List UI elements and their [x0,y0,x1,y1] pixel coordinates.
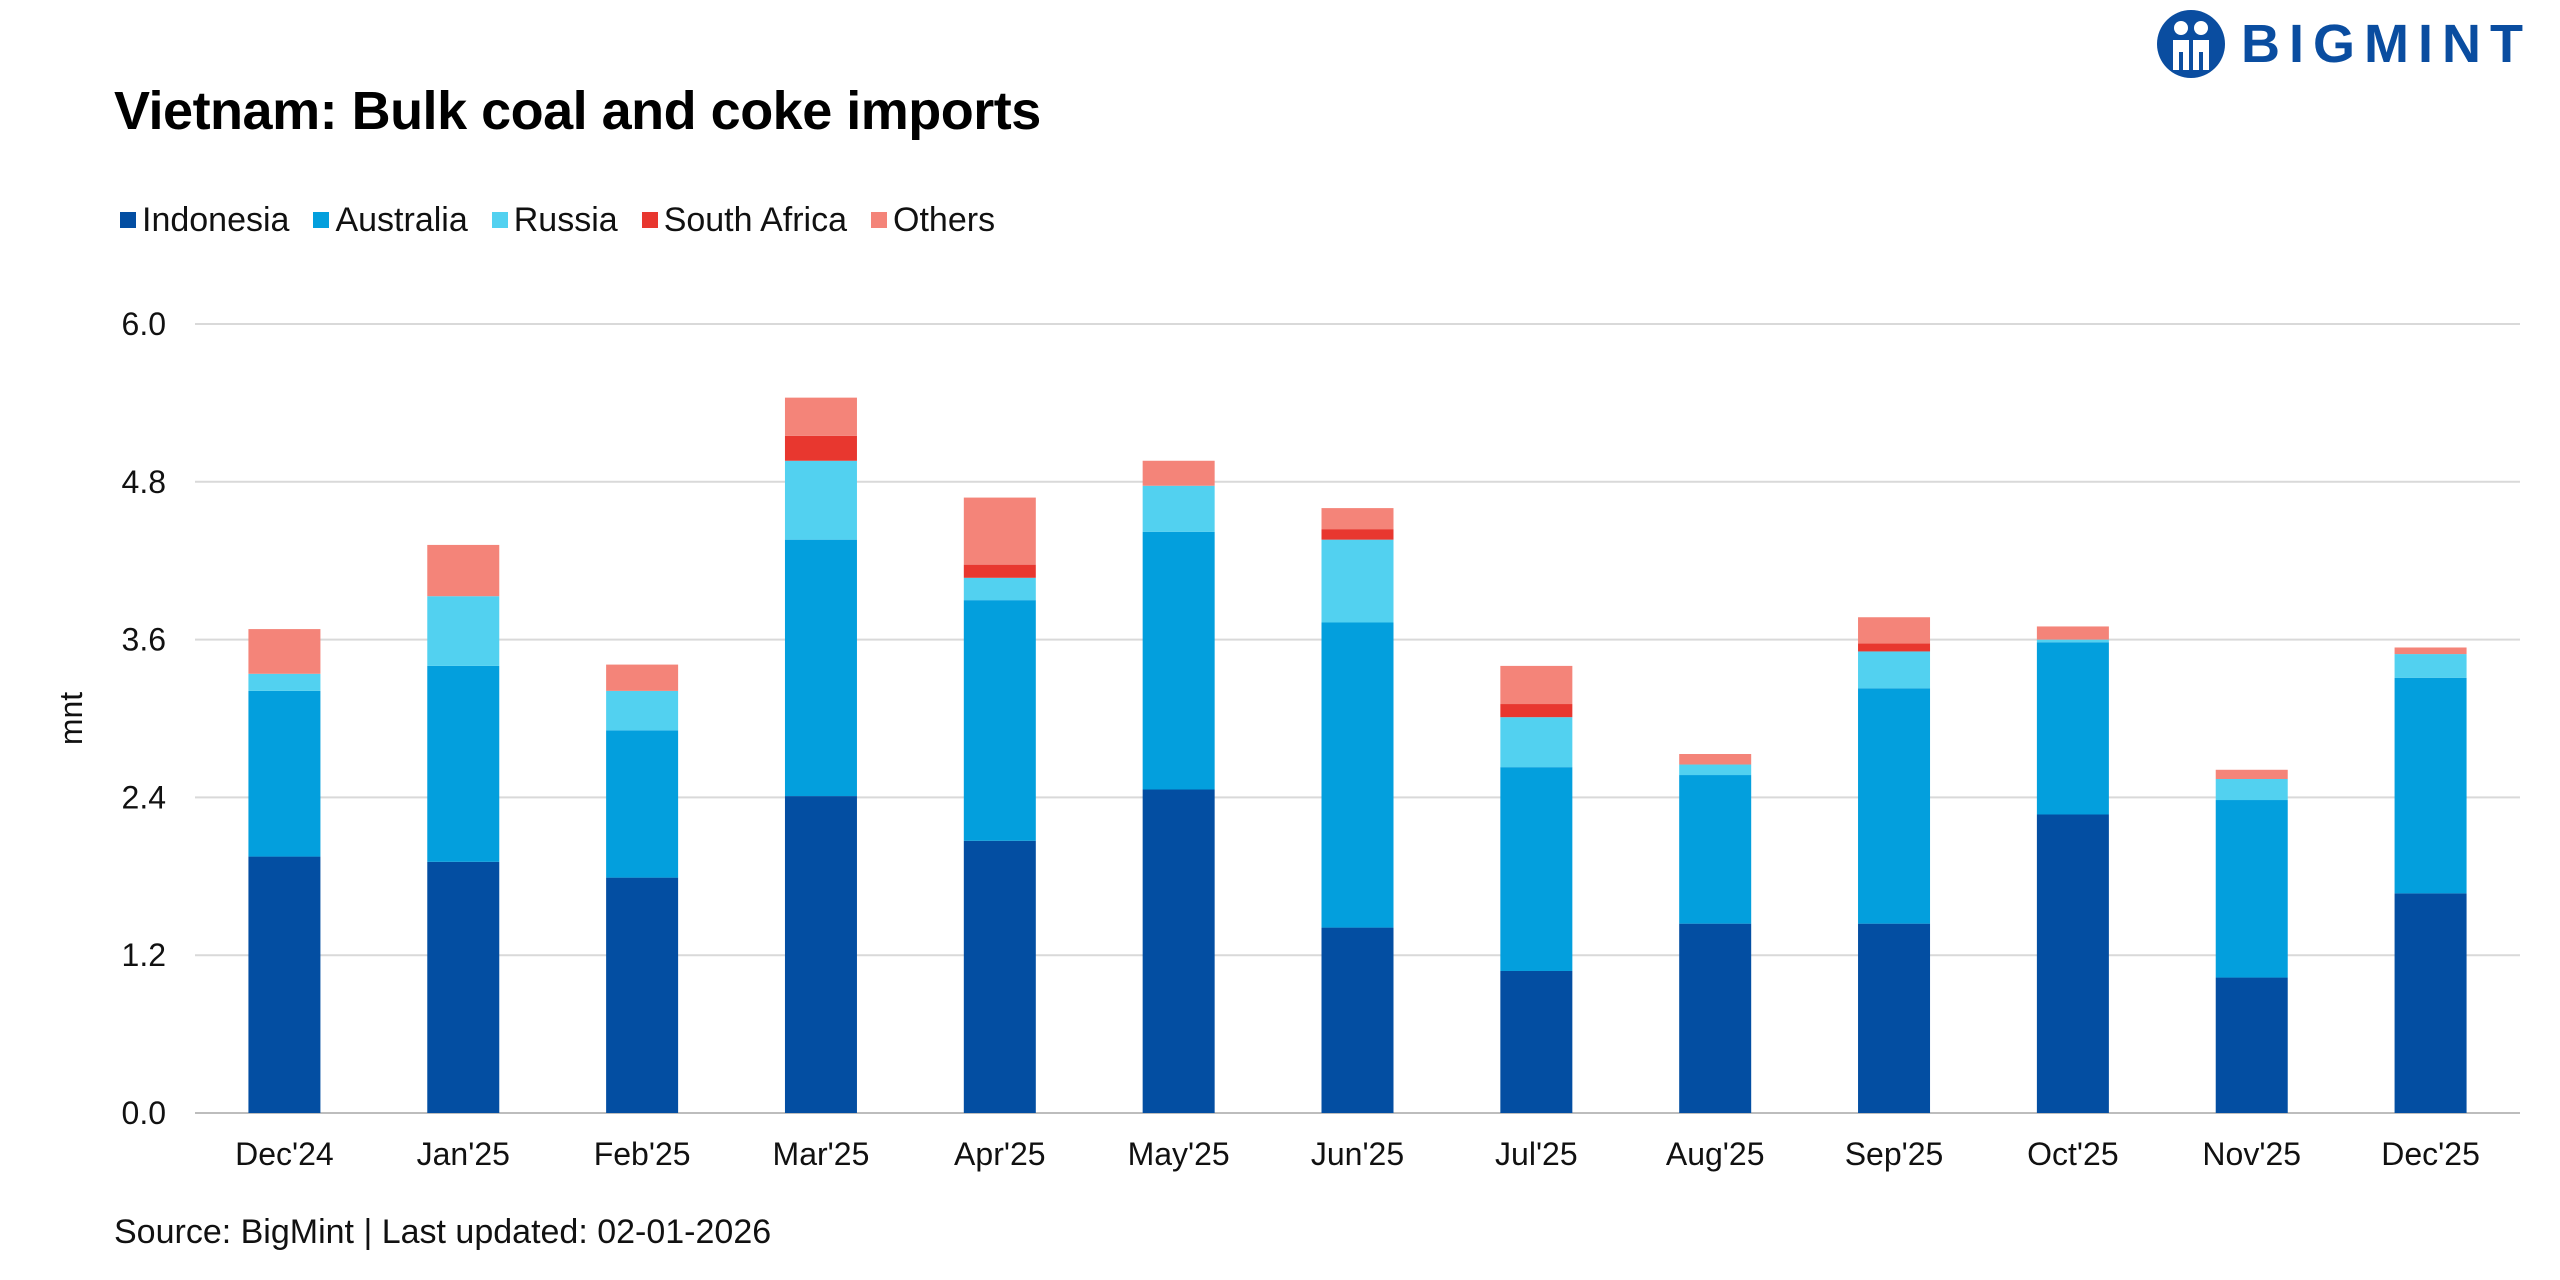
bar-segment-australia [427,665,500,862]
bar-segment-australia [606,730,679,878]
y-tick-label: 4.8 [122,464,166,500]
x-tick-label: May'25 [1128,1136,1230,1172]
y-tick-label: 1.2 [122,937,166,973]
bar-segment-russia [1142,485,1215,532]
bar-segment-australia [1142,531,1215,790]
bar-segment-others [248,629,321,674]
bar-segment-australia [2394,677,2467,894]
bar-segment-south-africa [963,564,1036,578]
bar-segment-others [2036,626,2109,640]
bar-segment-australia [1500,767,1573,971]
x-tick-label: Sep'25 [1845,1136,1944,1172]
bar-segment-russia [2394,654,2467,678]
bar-segment-others [1321,508,1394,530]
stacked-bar-chart: 0.0 1.2 2.4 3.6 4.8 6.0 mnt Dec'24 Jan'25 Feb'25 M… [53,306,2520,1172]
y-tick-label: 3.6 [122,622,166,658]
bar-segment-indonesia [2394,893,2467,1113]
legend-swatch [871,212,888,228]
bar-segment-others [963,497,1036,565]
bar-segment-indonesia [2036,814,2109,1113]
bar-segment-indonesia [963,840,1036,1113]
bar-segment-australia [1679,775,1752,924]
x-tick-label: Feb'25 [594,1136,691,1172]
bar-segment-others [606,664,679,691]
bar-segment-russia [2036,639,2109,643]
bar-segment-indonesia [2215,977,2288,1113]
chart-legend: Indonesia Australia Russia South Africa Othe… [120,200,1019,240]
legend-swatch [641,212,658,228]
legend-item: Australia [313,200,468,240]
bar-segment-indonesia [606,877,679,1113]
legend-label: Indonesia [142,200,290,239]
x-tick-label: Dec'24 [235,1136,334,1172]
bar-segment-others [2215,769,2288,779]
bar-segment-australia [248,690,321,857]
legend-label: Russia [513,200,618,239]
bar-segment-south-africa [1858,643,1931,652]
legend-swatch [120,212,136,228]
bar-segment-russia [784,460,857,540]
x-tick-label: Dec'25 [2381,1136,2480,1172]
bigmint-logo-text: BIGMINT [2241,14,2532,74]
y-axis-label: mnt [53,692,89,745]
bar-segment-russia [1500,717,1573,768]
bar-segment-russia [1679,764,1752,776]
legend-swatch [491,212,508,228]
x-tick-label: Jun'25 [1311,1136,1404,1172]
bar-segment-others [1142,460,1215,486]
bigmint-logo-icon [2157,10,2225,78]
bar-segment-others [784,397,857,436]
bar-segment-australia [1321,622,1394,928]
legend-label: Australia [335,200,468,239]
bar-segment-australia [1858,688,1931,924]
bar-segment-indonesia [427,861,500,1113]
bar-segment-south-africa [1500,704,1573,718]
bar-segment-others [1679,754,1752,765]
y-tick-label: 6.0 [122,306,166,342]
y-tick-label: 0.0 [122,1095,166,1131]
bar-segment-indonesia [1321,927,1394,1113]
bar-segment-indonesia [1679,923,1752,1113]
bar-segment-russia [1858,651,1931,689]
x-tick-label: Jul'25 [1495,1136,1578,1172]
y-tick-label: 2.4 [122,779,166,815]
bar-segment-south-africa [1321,529,1394,540]
bar-segment-russia [963,577,1036,601]
bar-segment-indonesia [248,856,321,1113]
bar-segment-russia [248,673,321,691]
bar-segment-australia [2036,642,2109,815]
bar-segment-indonesia [1142,789,1215,1113]
x-tick-label: Aug'25 [1666,1136,1765,1172]
x-tick-label: Nov'25 [2202,1136,2301,1172]
bar-segment-australia [963,600,1036,841]
bar-segment-australia [2215,800,2288,978]
legend-item: Russia [491,200,618,240]
source-note: Source: BigMint | Last updated: 02-01-20… [114,1213,772,1251]
bar-segment-russia [427,596,500,666]
bar-segment-russia [606,690,679,731]
bar-segment-indonesia [784,796,857,1113]
bar-segment-russia [1321,539,1394,623]
bar-segment-indonesia [1500,970,1573,1113]
bar-segment-others [427,544,500,597]
legend-item: Others [871,201,995,240]
bigmint-logo: BIGMINT [2155,4,2532,84]
legend-item: South Africa [641,200,848,240]
legend-item: Indonesia [120,201,289,240]
x-tick-label: Jan'25 [417,1136,510,1172]
legend-label: Others [893,200,996,239]
bar-segment-australia [784,539,857,797]
legend-swatch [313,212,330,228]
legend-label: South Africa [663,200,848,239]
x-tick-label: Apr'25 [954,1136,1046,1172]
bar-segment-south-africa [784,435,857,461]
bar-segment-others [1500,665,1573,705]
bar-segment-russia [2215,778,2288,801]
bar-segment-others [2394,647,2467,655]
x-tick-label: Oct'25 [2027,1136,2118,1172]
bar-segment-others [1858,617,1931,644]
chart-title: Vietnam: Bulk coal and coke imports [114,81,1041,141]
bar-segment-indonesia [1858,923,1931,1113]
x-tick-label: Mar'25 [773,1136,870,1172]
